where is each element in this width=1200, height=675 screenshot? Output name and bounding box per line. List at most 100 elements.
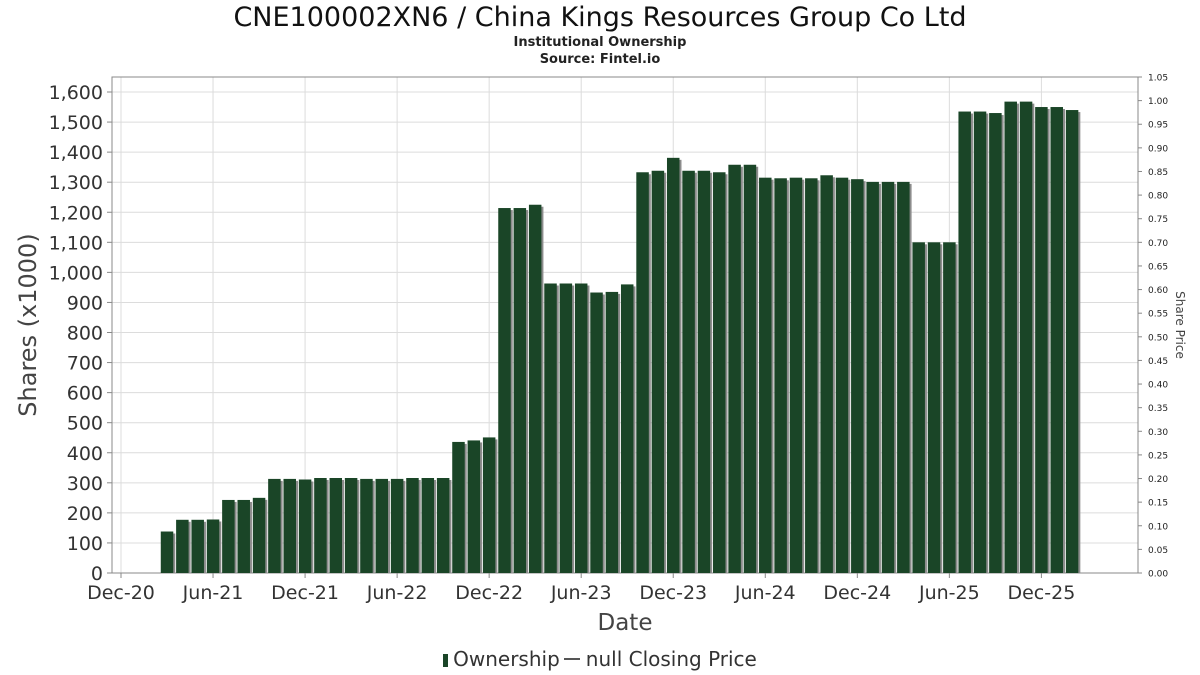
- bar-fill: [176, 519, 189, 573]
- bar: [559, 283, 575, 573]
- bar: [759, 177, 774, 573]
- bar-fill: [927, 242, 941, 573]
- bar-fill: [390, 478, 404, 573]
- y-tick-label: 700: [67, 353, 103, 375]
- bar-fill: [958, 111, 971, 574]
- y2-tick-label: 0.35: [1148, 404, 1168, 414]
- chart-area: 0 100 200 300 400 500 600 700 800 900 1,000 1,100 1,…: [14, 74, 1187, 637]
- bar-fill: [820, 175, 833, 573]
- bar: [498, 208, 513, 573]
- y-tick-label: 1,400: [49, 142, 103, 164]
- bar-fill: [513, 208, 527, 573]
- bar: [1065, 110, 1081, 573]
- bar-fill: [191, 519, 204, 573]
- bar: [528, 204, 544, 573]
- y2-tick-label: 0.70: [1148, 239, 1168, 249]
- bar: [421, 478, 437, 573]
- bar: [697, 170, 713, 574]
- chart-source: Source: Fintel.io: [539, 52, 661, 67]
- y2-tick-label: 1.05: [1148, 74, 1168, 84]
- bar-fill: [268, 478, 281, 573]
- bar-fill: [973, 111, 987, 574]
- y2-tick-label: 0.45: [1148, 357, 1168, 367]
- y2-tick-label: 0.10: [1148, 522, 1168, 532]
- bar: [636, 172, 651, 573]
- chart-title: CNE100002XN6 / China Kings Resources Gro…: [233, 2, 967, 33]
- bar-fill: [467, 440, 481, 573]
- y2-tick-label: 0.50: [1148, 333, 1168, 343]
- bar: [989, 113, 1004, 573]
- bar: [897, 181, 912, 573]
- bar-fill: [605, 291, 619, 573]
- bar-fill: [943, 242, 956, 573]
- bar-fill: [1019, 101, 1033, 574]
- x-axis-ticks: Dec-20 Jun-21 Dec-21 Jun-22 Dec-22 Jun-23 Dec-…: [87, 573, 1075, 604]
- bar: [682, 170, 697, 574]
- bar: [513, 208, 529, 573]
- bar: [314, 478, 329, 573]
- bar-fill: [590, 292, 603, 573]
- bar: [283, 478, 298, 573]
- bar-fill: [222, 499, 235, 573]
- y2-tick-label: 0.20: [1148, 475, 1168, 485]
- bar: [820, 175, 835, 573]
- y2-axis-label: Share Price: [1173, 291, 1187, 359]
- chart-subtitle: Institutional Ownership: [513, 35, 687, 50]
- bar: [958, 111, 973, 574]
- bar: [574, 283, 590, 573]
- y-tick-label: 400: [67, 443, 103, 465]
- bar: [160, 531, 176, 573]
- bar: [1019, 101, 1035, 574]
- bar-fill: [406, 478, 419, 573]
- bar: [912, 242, 927, 573]
- x-tick-label: Dec-25: [1007, 582, 1075, 604]
- bar: [927, 242, 943, 573]
- bar: [268, 478, 283, 573]
- bar: [666, 157, 682, 574]
- y2-tick-label: 0.55: [1148, 310, 1168, 320]
- bar: [774, 178, 789, 574]
- x-tick-label: Jun-21: [182, 582, 244, 604]
- x-tick-label: Dec-20: [87, 582, 155, 604]
- y-tick-label: 1,500: [49, 112, 103, 134]
- bar: [482, 437, 498, 573]
- bar-fill: [298, 479, 312, 573]
- bar-fill: [866, 181, 879, 573]
- bar-fill: [697, 170, 711, 574]
- y-tick-label: 600: [67, 383, 103, 405]
- x-tick-label: Jun-23: [550, 582, 612, 604]
- bar-fill: [329, 478, 343, 573]
- y2-tick-label: 0.15: [1148, 499, 1168, 509]
- bar: [743, 164, 759, 573]
- x-tick-label: Dec-21: [271, 582, 339, 604]
- y-tick-label: 200: [67, 503, 103, 525]
- x-tick-label: Dec-22: [455, 582, 523, 604]
- bar-fill: [759, 177, 772, 573]
- y2-tick-label: 0.05: [1148, 546, 1168, 556]
- bar: [544, 283, 559, 573]
- bar-series-ownership: [160, 101, 1081, 574]
- y2-tick-label: 0.30: [1148, 428, 1168, 438]
- bar-fill: [360, 478, 373, 573]
- x-tick-label: Jun-22: [366, 582, 428, 604]
- y-tick-label: 1,200: [49, 202, 103, 224]
- bar-fill: [421, 478, 435, 573]
- y-tick-label: 1,100: [49, 232, 103, 254]
- bar-fill: [728, 164, 741, 573]
- bar-fill: [666, 157, 680, 574]
- bar: [1050, 107, 1065, 573]
- y-tick-label: 100: [67, 533, 103, 555]
- bar-fill: [314, 478, 327, 573]
- y-axis-ticks: 0 100 200 300 400 500 600 700 800 900 1,000 1,100 1,…: [49, 82, 112, 585]
- bar-fill: [544, 283, 557, 573]
- bar-fill: [774, 178, 787, 574]
- bar-fill: [160, 531, 174, 573]
- bar-fill: [620, 284, 634, 573]
- bar-fill: [989, 113, 1002, 573]
- bar: [176, 519, 191, 573]
- y2-tick-label: 0.85: [1148, 168, 1168, 178]
- bar-fill: [482, 437, 496, 573]
- y2-tick-label: 0.40: [1148, 381, 1168, 391]
- bar: [881, 181, 897, 573]
- bar-fill: [881, 181, 895, 573]
